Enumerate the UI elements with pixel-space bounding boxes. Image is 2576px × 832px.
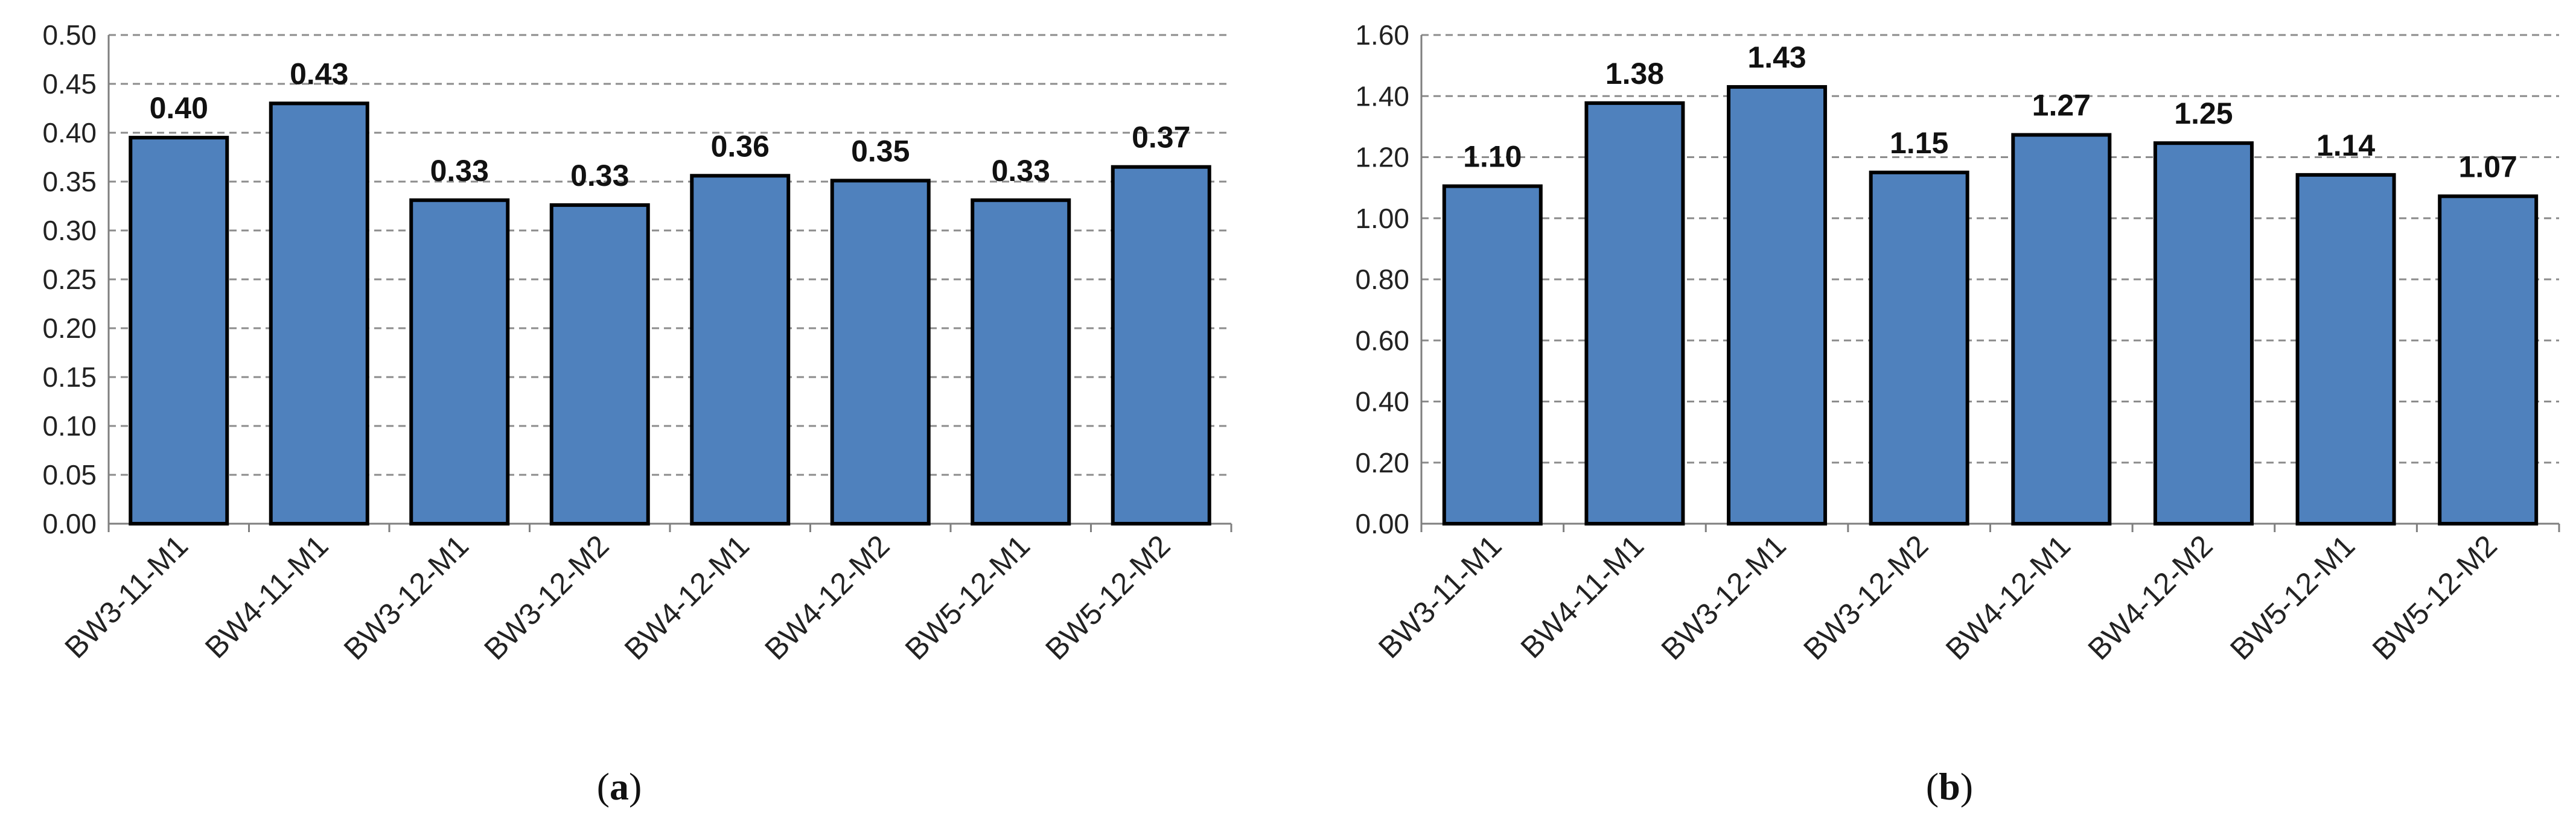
data-label: 0.33 [570,159,629,192]
y-tick-label: 0.30 [42,215,97,246]
subfigure-label-b: b [1939,765,1960,808]
x-tick-label: BW4-11-M1 [1514,529,1651,665]
x-tick-label: BW3-12-M2 [1797,529,1934,666]
y-tick-label: 0.40 [42,117,97,148]
chart-panel-b: 0.00 0.20 0.40 0.60 0.80 1.00 1.20 1.40 1.60 1.10… [1355,19,2560,666]
bar [2153,141,2254,526]
bar [129,136,229,526]
data-label: 0.37 [1132,121,1190,154]
x-tick-label: BW4-12-M1 [1939,529,2077,666]
bar [690,174,791,526]
y-tick-label: 0.00 [42,508,97,539]
data-label: 1.15 [1890,126,1948,160]
data-label: 0.43 [290,57,348,91]
x-tick-label: BW4-12-M1 [618,529,756,666]
data-label: 1.14 [2316,129,2376,162]
bar [971,198,1071,526]
data-label: 1.43 [1747,40,1806,74]
subfigure-caption-a: (a) [597,765,642,808]
bar [409,198,510,526]
y-tick-label: 0.50 [42,19,97,51]
y-tick-label: 0.10 [42,410,97,442]
bar [1111,165,1211,526]
bar [830,179,931,526]
data-label: 0.36 [711,129,770,163]
x-tick-label: BW3-11-M1 [58,529,194,665]
x-tick-label: BW4-12-M2 [2082,529,2219,666]
x-tick-label: BW3-12-M1 [1655,529,1793,666]
x-tick-label: BW3-11-M1 [1372,529,1508,665]
x-tick-label: BW4-11-M1 [199,529,335,665]
x-tick-label: BW5-12-M2 [2366,529,2504,666]
y-tick-label: 1.20 [1355,142,1409,173]
y-tick-label: 1.40 [1355,80,1409,112]
x-tick-label: BW5-12-M1 [899,529,1036,666]
data-label: 1.07 [2459,150,2517,183]
bar [1584,101,1685,526]
data-label: 0.35 [851,134,910,168]
y-tick-label: 0.25 [42,264,97,295]
chart-panel-a: 0.00 0.05 0.10 0.15 0.20 0.25 0.30 0.35 0.40 0.45… [42,19,1232,666]
y-tick-label: 0.05 [42,459,97,491]
y-tick-label: 0.35 [42,166,97,197]
bar [1869,170,1969,526]
y-tick-label: 0.45 [42,68,97,100]
bar [2011,133,2112,526]
y-tick-label: 0.15 [42,361,97,393]
data-label: 1.27 [2032,89,2091,122]
x-tick-label: BW4-12-M2 [758,529,896,666]
data-label: 1.25 [2174,97,2233,130]
bar [1442,184,1543,526]
data-label: 1.10 [1463,140,1522,174]
bar [549,203,650,526]
y-tick-label: 0.40 [1355,386,1409,418]
y-tick-label: 0.60 [1355,325,1409,356]
y-tick-label: 0.20 [1355,447,1409,478]
y-tick-label: 1.00 [1355,203,1409,234]
bar [2295,173,2396,526]
y-tick-label: 0.80 [1355,264,1409,295]
y-tick-label: 0.00 [1355,508,1409,539]
bar [269,101,369,526]
y-tick-label: 0.20 [42,313,97,344]
x-tick-label: BW3-12-M2 [477,529,615,666]
data-label: 1.38 [1605,57,1664,91]
x-tick-label: BW3-12-M1 [337,529,475,666]
bar [2438,194,2539,526]
data-label: 0.33 [992,154,1050,188]
subfigure-label-a: a [610,765,629,808]
x-tick-label: BW5-12-M2 [1039,529,1176,666]
x-tick-label: BW5-12-M1 [2224,529,2361,666]
y-tick-label: 1.60 [1355,19,1409,51]
bar [1727,85,1828,526]
data-label: 0.33 [430,154,489,188]
subfigure-caption-b: (b) [1926,765,1973,808]
data-label: 0.40 [150,91,208,125]
